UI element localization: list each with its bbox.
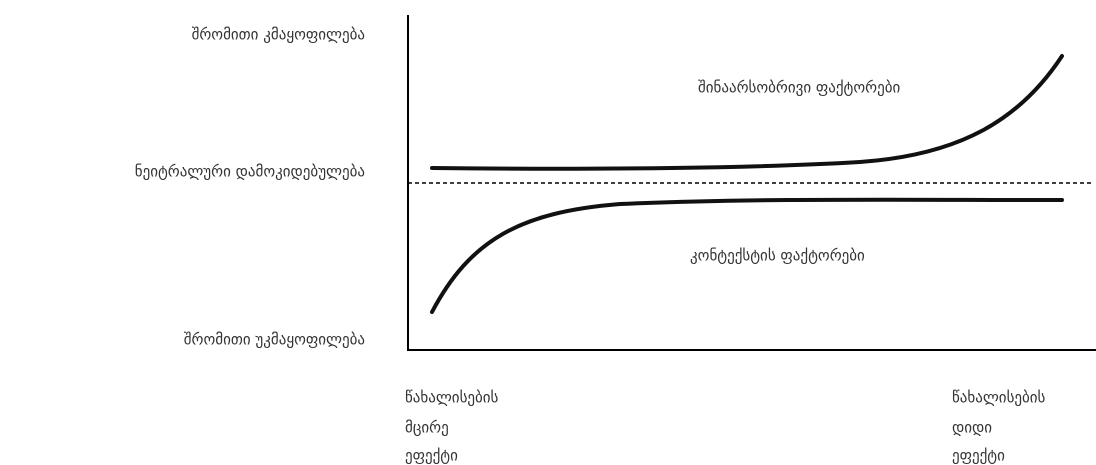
x-label: ეფექტი [405,447,458,465]
x-label: წახალისების [405,389,499,407]
y-label: შრომითი უკმაყოფილება [184,331,365,349]
y-label: შრომითი კმაყოფილება [192,26,365,44]
curve-label: კონტექსტის ფაქტორები [690,247,865,265]
x-label: ეფექტი [952,447,1005,465]
x-label: წახალისების [952,389,1046,407]
upper-curve [430,54,1064,171]
y-label: ნეიტრალური დამოკიდებულება [135,163,365,181]
lower-curve [430,197,1064,314]
curve-label: შინაარსობრივი ფაქტორები [698,79,900,97]
x-label: დიდი [952,419,992,437]
x-label: მცირე [405,419,449,437]
